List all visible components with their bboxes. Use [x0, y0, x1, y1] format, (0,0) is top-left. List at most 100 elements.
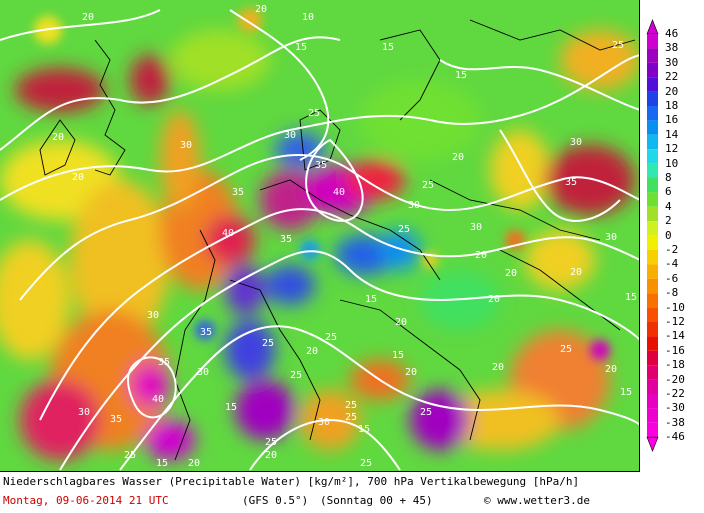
contour-label: 20 — [188, 458, 200, 469]
contour-label: 25 — [325, 332, 337, 343]
contour-label: 15 — [365, 294, 377, 305]
legend-label: 22 — [665, 70, 679, 84]
contour-label: 30 — [147, 310, 159, 321]
contour-label: 20 — [82, 12, 94, 23]
contour-label: 15 — [392, 350, 404, 361]
contour-label: 20 — [452, 152, 464, 163]
contour-label: 15 — [358, 424, 370, 435]
legend-label: 18 — [665, 99, 679, 112]
vertical-motion-field — [0, 30, 639, 460]
contour-label: 35 — [232, 187, 244, 198]
contour-label: 20 — [52, 132, 64, 143]
legend-label: 16 — [665, 113, 679, 127]
contour-label: 20 — [306, 346, 318, 357]
caption-site[interactable]: © www.wetter3.de — [484, 494, 590, 507]
caption-run: (Sonntag 00 + 45) — [320, 494, 433, 507]
legend-swatch — [647, 134, 658, 150]
contour-label: 25 — [345, 400, 357, 411]
legend-label: 2 — [665, 214, 672, 228]
legend-swatch — [647, 278, 658, 294]
legend-swatch — [647, 77, 658, 92]
contour-label: 15 — [225, 402, 237, 413]
contour-label: 35 — [158, 357, 170, 368]
color-legend: 46 38 30 22 20 18 16 14 12 10 8 6 4 2 0 -2 -4 -6 -8 -10 -12-… — [641, 0, 704, 472]
legend-label: -4 — [665, 257, 679, 271]
contour-label: 35 — [315, 160, 327, 171]
legend-swatch — [647, 34, 658, 49]
legend-label: 8 — [665, 171, 672, 184]
contour-label: 30 — [408, 200, 420, 211]
contour-label: 30 — [197, 367, 209, 378]
contour-label: 25 — [360, 458, 372, 469]
map-caption: Niederschlagbares Wasser (Precipitable W… — [0, 473, 704, 513]
contour-label: 25 — [265, 437, 277, 448]
legend-label: -16 — [665, 343, 685, 357]
pw-contours — [0, 9, 639, 471]
contour-label: 20 — [405, 367, 417, 378]
contour-label: 25 — [308, 108, 320, 119]
contour-label: 20 — [570, 267, 582, 278]
contour-label: 20 — [255, 4, 267, 15]
legend-label: -8 — [665, 286, 679, 300]
legend-label: 38 — [665, 41, 679, 55]
contour-label: 30 — [180, 140, 192, 151]
contour-label: 30 — [605, 232, 617, 243]
legend-label: 12 — [665, 142, 679, 156]
legend-swatch — [647, 350, 658, 366]
contour-label: 40 — [333, 187, 345, 198]
contour-label: 25 — [560, 344, 572, 355]
legend-label: -18 — [665, 358, 685, 372]
legend-label: -30 — [665, 401, 685, 415]
legend-swatch — [647, 120, 658, 135]
legend-label: 4 — [665, 199, 672, 213]
contour-label: 35 — [280, 234, 292, 245]
contour-label: 35 — [110, 414, 122, 425]
contour-label: 15 — [625, 292, 637, 303]
legend-swatch — [647, 221, 658, 236]
copyright-icon: © — [484, 494, 491, 507]
contour-label: 20 — [492, 362, 504, 373]
legend-swatch — [647, 307, 658, 322]
contour-label: 35 — [565, 177, 577, 188]
legend-arrow-bottom — [646, 436, 659, 453]
weather-map: 20 20 10 15 15 15 20 20 30 30 25 35 40 3… — [0, 0, 640, 472]
contour-label: 40 — [152, 394, 164, 405]
legend-label: -6 — [665, 271, 679, 285]
caption-date: Montag, 09-06-2014 21 UTC — [3, 494, 169, 507]
contour-label: 20 — [605, 364, 617, 375]
legend-label: -46 — [665, 430, 685, 444]
legend-swatch — [647, 235, 658, 250]
contour-label: 30 — [470, 222, 482, 233]
legend-label: -2 — [665, 243, 679, 256]
caption-title: Niederschlagbares Wasser (Precipitable W… — [3, 475, 580, 488]
contour-label: 30 — [318, 417, 330, 428]
caption-model: (GFS 0.5°) — [242, 494, 309, 507]
contour-label: 20 — [72, 172, 84, 183]
legend-swatch — [647, 379, 658, 394]
contour-label: 20 — [475, 250, 487, 261]
legend-swatch — [647, 192, 658, 207]
legend-swatch — [647, 178, 658, 193]
contour-label: 25 — [420, 407, 432, 418]
legend-swatch — [647, 206, 658, 222]
legend-swatch — [647, 91, 658, 106]
legend-label: 0 — [665, 228, 672, 242]
legend-swatch — [647, 163, 658, 178]
legend-swatch — [647, 264, 658, 279]
legend-swatch — [647, 149, 658, 164]
legend-label: -22 — [665, 387, 685, 400]
contour-label: 25 — [612, 40, 624, 51]
contour-label: 30 — [284, 130, 296, 141]
site-link[interactable]: www.wetter3.de — [497, 494, 590, 507]
legend-swatch — [647, 422, 658, 438]
contour-label: 25 — [345, 412, 357, 423]
contour-label: 25 — [124, 450, 136, 461]
legend-label: 14 — [665, 127, 679, 141]
contour-label: 15 — [620, 387, 632, 398]
legend-swatch — [647, 394, 658, 409]
contour-label: 20 — [395, 317, 407, 328]
contour-label: 20 — [505, 268, 517, 279]
contour-label: 15 — [382, 42, 394, 53]
contour-label: 25 — [290, 370, 302, 381]
legend-swatch — [647, 322, 658, 337]
